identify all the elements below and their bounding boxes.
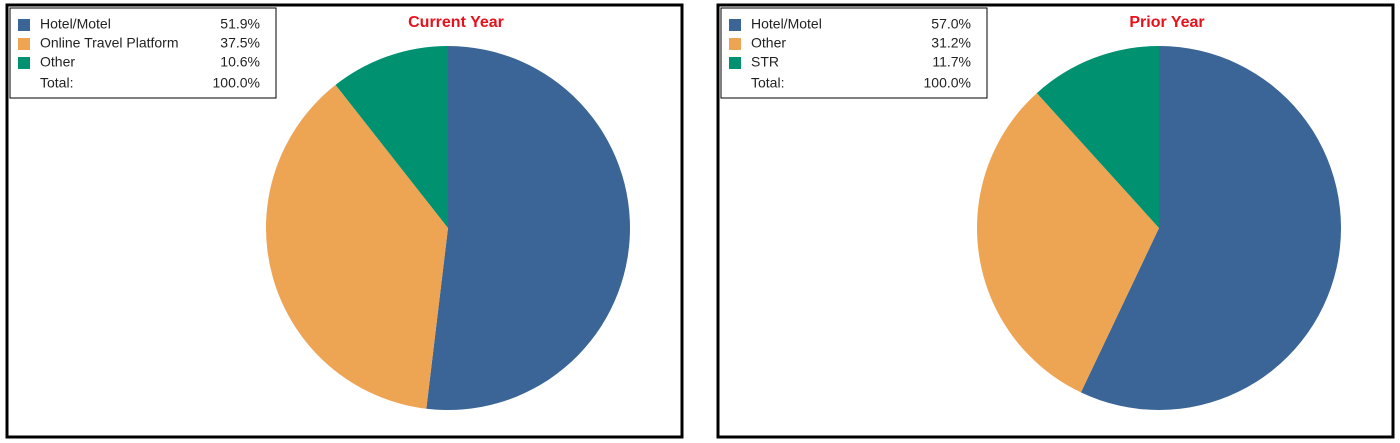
legend-total-value: 100.0% (213, 75, 260, 91)
legend-value: 11.7% (932, 54, 971, 70)
legend-swatch (18, 57, 30, 69)
pie-slice (426, 46, 631, 410)
pie-slice (266, 84, 448, 409)
legend-value: 37.5% (220, 35, 260, 51)
legend-label: Other (751, 35, 786, 51)
legend-swatch (729, 57, 741, 69)
legend-label: Other (40, 54, 75, 70)
legend-total-label: Total: (751, 75, 784, 91)
legend: Hotel/Motel 51.9% Online Travel Platform 37… (9, 7, 277, 99)
legend-label: Hotel/Motel (40, 16, 111, 32)
legend-total-label: Total: (40, 75, 73, 91)
pie-slice (335, 46, 448, 228)
chart-panel: Current Year Hotel/Motel 51.9% Online Trave… (5, 3, 684, 439)
legend-label: Online Travel Platform (40, 35, 179, 51)
legend-value: 10.6% (220, 54, 260, 70)
legend-label: STR (751, 54, 779, 70)
legend-value: 57.0% (931, 16, 971, 32)
legend-total-value: 100.0% (924, 75, 971, 91)
legend: Hotel/Motel 57.0% Other 31.2% STR 11.7% Total:… (720, 7, 988, 99)
chart-title: Current Year (408, 14, 504, 31)
legend-value: 31.2% (931, 35, 971, 51)
legend-label: Hotel/Motel (751, 16, 822, 32)
legend-box (720, 7, 988, 99)
legend-swatch (18, 19, 30, 31)
pie-slice (1080, 46, 1341, 410)
legend-box (9, 7, 277, 99)
legend-swatch (729, 38, 741, 50)
legend-swatch (729, 19, 741, 31)
legend-swatch (18, 38, 30, 50)
chart-title: Prior Year (1129, 14, 1204, 31)
chart-panel: Prior Year Hotel/Motel 57.0% Other 31.2% STR 1… (716, 3, 1395, 439)
legend-value: 51.9% (220, 16, 260, 32)
pie-slice (977, 93, 1159, 393)
pie-slice (1036, 46, 1159, 228)
